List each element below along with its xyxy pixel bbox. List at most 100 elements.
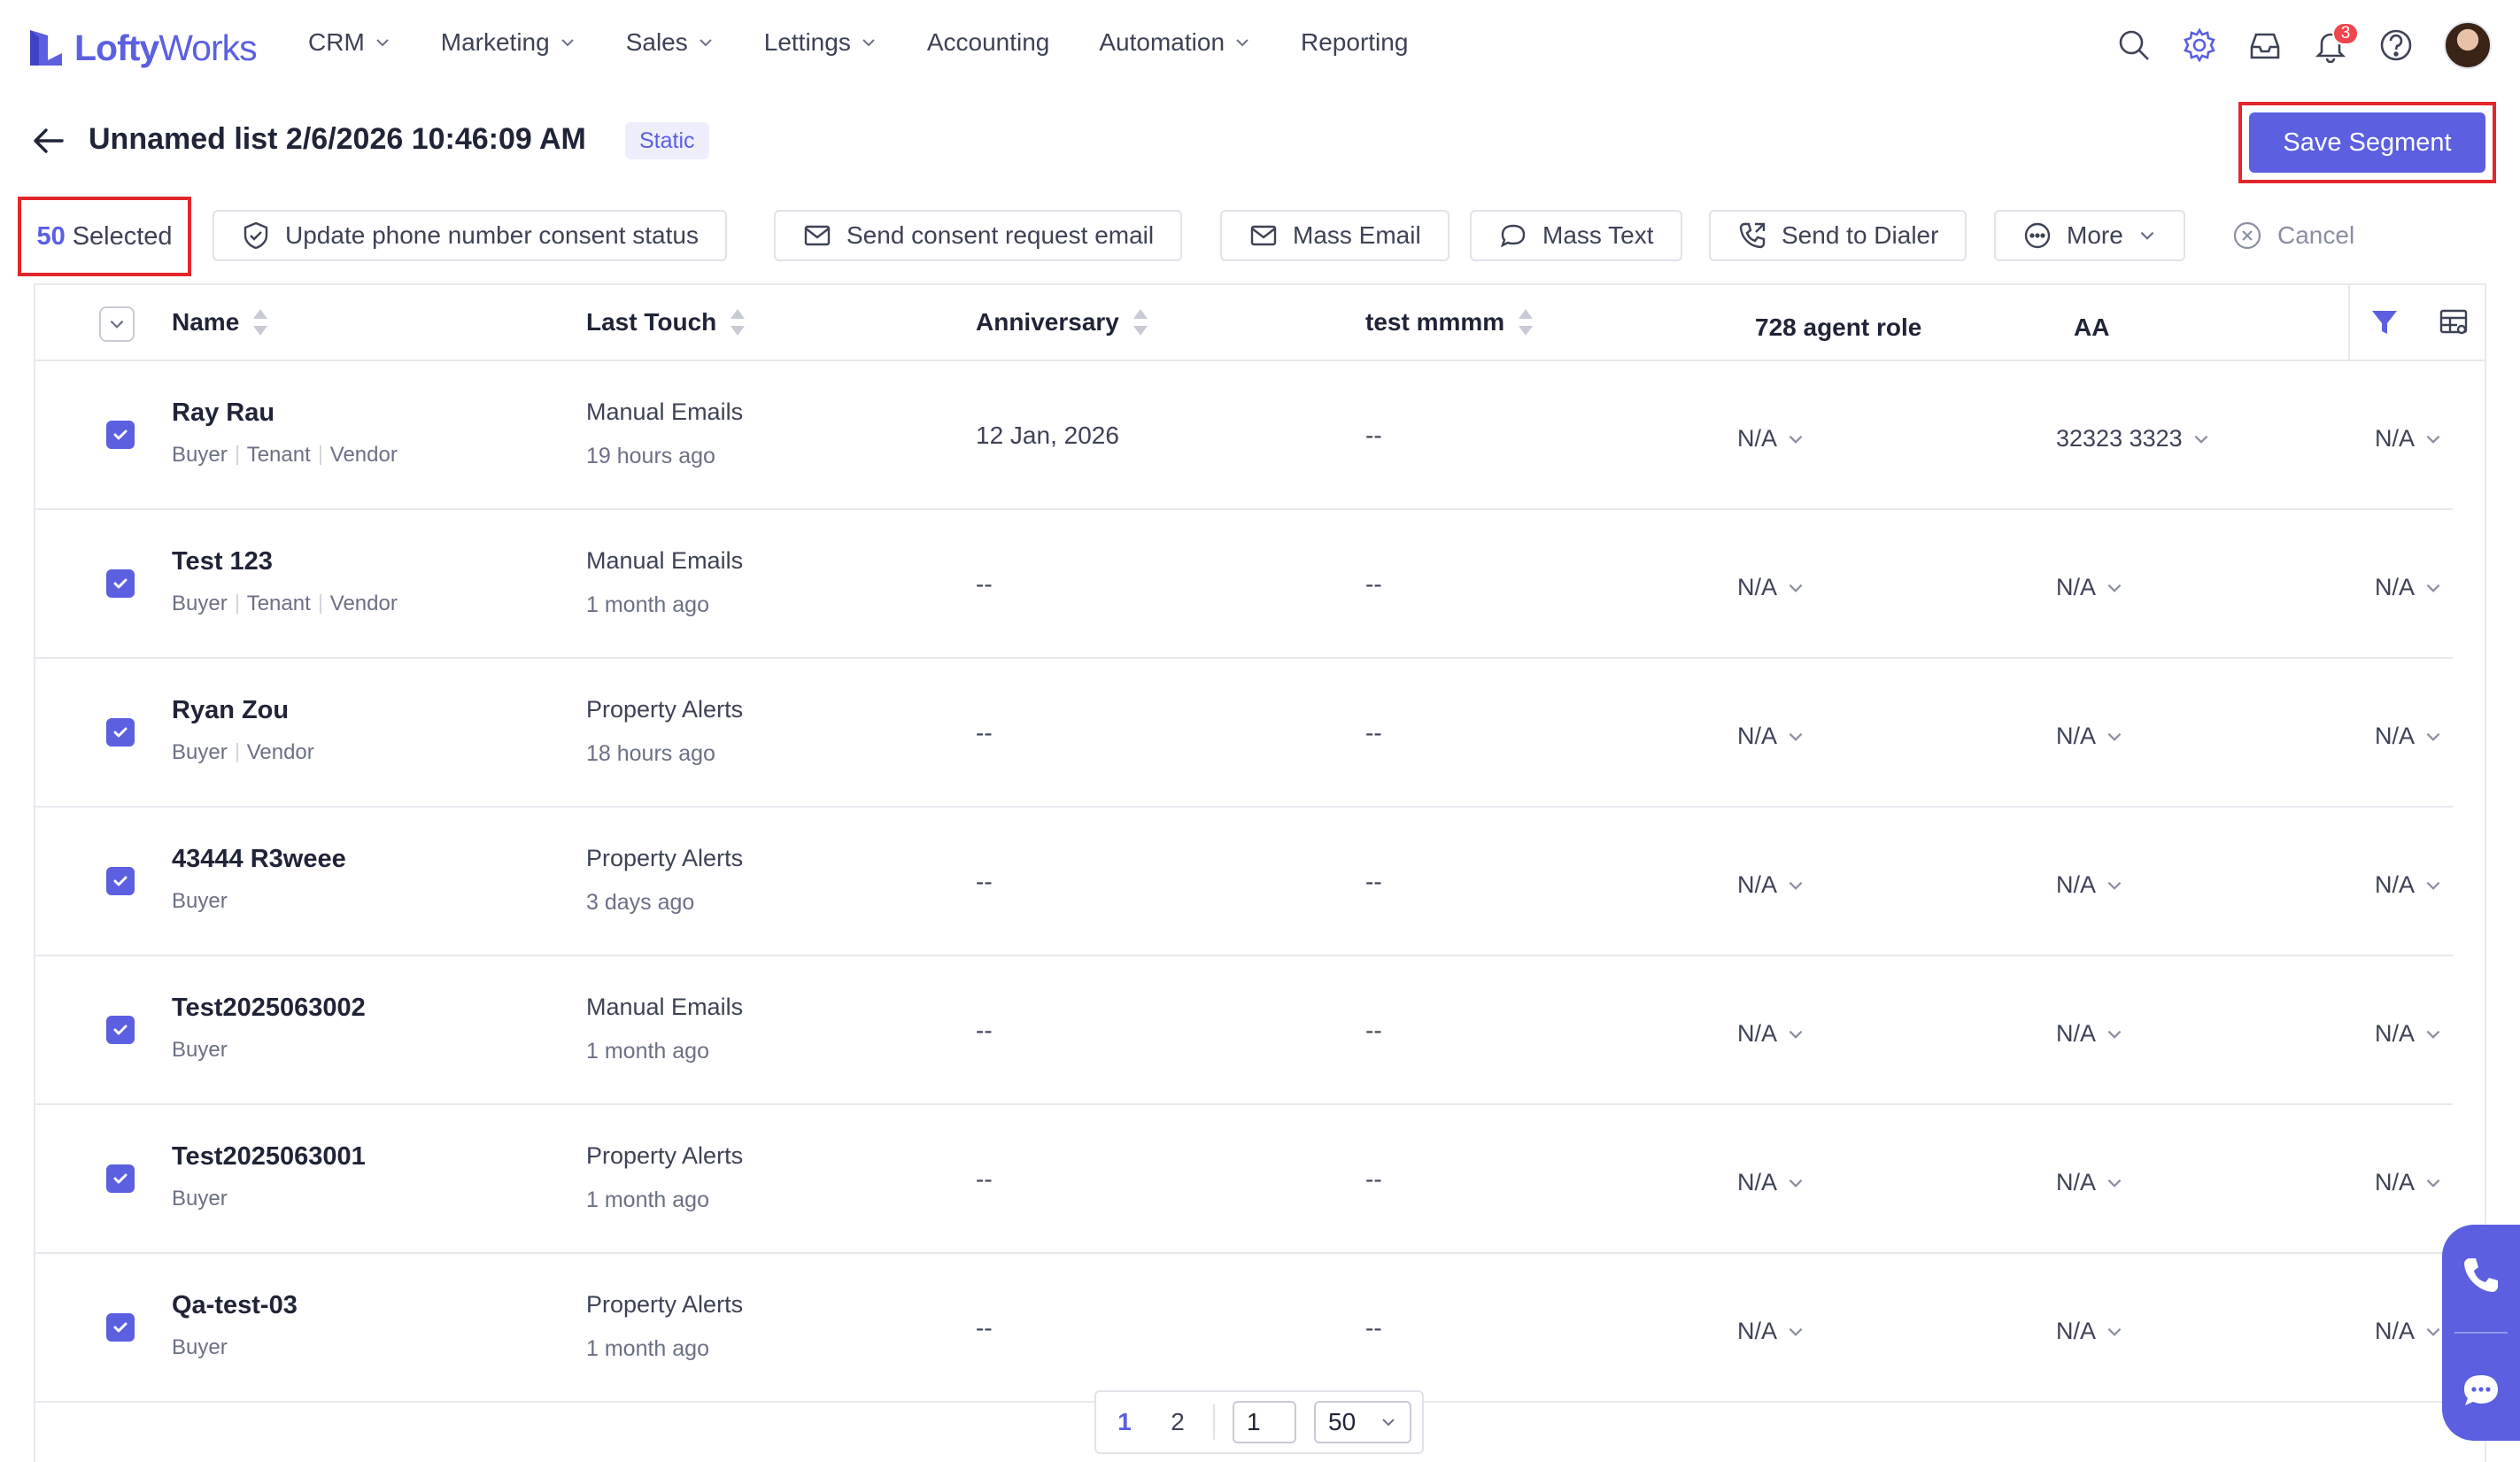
filter-icon[interactable] [2369, 306, 2400, 338]
lofty-logo[interactable]: LoftyWorks [27, 23, 258, 73]
row-checkbox[interactable] [106, 718, 135, 746]
extra-column-dropdown[interactable]: N/A [2375, 574, 2443, 601]
save-segment-button[interactable]: Save Segment [2249, 112, 2485, 173]
table-row[interactable]: 43444 R3weee Buyer Property Alerts 3 days a… [35, 808, 2453, 956]
aa-dropdown[interactable]: N/A [2056, 1318, 2124, 1345]
row-checkbox[interactable] [106, 1164, 135, 1193]
check-icon [113, 876, 128, 886]
row-checkbox[interactable] [106, 569, 135, 598]
agent-role-dropdown[interactable]: N/A [1737, 1020, 1805, 1048]
contact-name[interactable]: Ray Rau [172, 398, 275, 427]
select-all-dropdown[interactable] [99, 306, 135, 342]
contact-name[interactable]: 43444 R3weee [172, 845, 346, 873]
nav-item-label: Marketing [440, 28, 550, 56]
last-touch-type: Manual Emails [586, 398, 744, 425]
contact-name[interactable]: Test2025063001 [172, 1142, 366, 1171]
update-consent-button[interactable]: Update phone number consent status [213, 210, 727, 261]
column-name[interactable]: Name [172, 303, 269, 342]
agent-role-dropdown[interactable]: N/A [1737, 723, 1805, 750]
chevron-down-icon [2107, 1179, 2122, 1187]
extra-column-value: N/A [2375, 1020, 2416, 1047]
cancel-button[interactable]: Cancel [2231, 210, 2354, 261]
nav-item-lettings[interactable]: Lettings [764, 28, 877, 57]
mass-email-label: Mass Email [1293, 221, 1421, 249]
extra-column-value: N/A [2375, 425, 2416, 452]
table-row[interactable]: Test 123 Buyer Tenant Vendor Manual Emails 1 … [35, 510, 2453, 659]
chevron-down-icon [700, 39, 712, 47]
search-icon[interactable] [2116, 27, 2152, 63]
page-1-button[interactable]: 1 [1117, 1408, 1132, 1435]
nav-item-accounting[interactable]: Accounting [927, 28, 1050, 57]
table-row[interactable]: Ray Rau Buyer Tenant Vendor Manual Emails 19 … [35, 361, 2453, 510]
back-arrow-icon[interactable] [30, 122, 67, 159]
contact-tags: Buyer Tenant Vendor [172, 443, 398, 468]
aa-value: N/A [2056, 723, 2097, 749]
row-checkbox[interactable] [106, 1016, 135, 1044]
extra-column-dropdown[interactable]: N/A [2375, 1020, 2443, 1048]
extra-column-dropdown[interactable]: N/A [2375, 871, 2443, 899]
column-settings-icon[interactable] [2438, 306, 2470, 338]
inbox-icon[interactable] [2247, 27, 2283, 63]
row-checkbox[interactable] [106, 867, 135, 895]
column-test-mmmm[interactable]: test mmmm [1365, 303, 1534, 342]
row-checkbox[interactable] [106, 421, 135, 449]
contact-tag: Buyer [172, 740, 228, 764]
agent-role-dropdown[interactable]: N/A [1737, 1318, 1805, 1345]
extra-column-dropdown[interactable]: N/A [2375, 1169, 2443, 1196]
agent-role-dropdown[interactable]: N/A [1737, 425, 1805, 453]
page-jump-input[interactable]: 1 [1233, 1401, 1296, 1443]
aa-dropdown[interactable]: N/A [2056, 574, 2124, 601]
more-actions-dropdown[interactable]: More [1994, 210, 2185, 261]
bell-icon[interactable]: 3 [2313, 22, 2359, 63]
extra-column-value: N/A [2375, 871, 2416, 898]
agent-role-dropdown[interactable]: N/A [1737, 1169, 1805, 1196]
nav-item-crm[interactable]: CRM [308, 28, 391, 57]
nav-item-label: Lettings [763, 28, 851, 56]
phone-icon[interactable] [2459, 1253, 2503, 1297]
contact-name[interactable]: Test 123 [172, 547, 273, 576]
send-to-dialer-button[interactable]: Send to Dialer [1709, 210, 1967, 261]
aa-dropdown[interactable]: N/A [2056, 723, 2124, 750]
aa-dropdown[interactable]: N/A [2056, 1020, 2124, 1048]
nav-item-automation[interactable]: Automation [1099, 28, 1251, 57]
contact-name[interactable]: Ryan Zou [172, 696, 290, 724]
aa-dropdown[interactable]: N/A [2056, 871, 2124, 899]
extra-column-dropdown[interactable]: N/A [2375, 723, 2443, 750]
user-avatar[interactable] [2444, 21, 2492, 69]
row-checkbox[interactable] [106, 1313, 135, 1342]
contact-name[interactable]: Test2025063002 [172, 994, 366, 1022]
chevron-down-icon [2426, 584, 2440, 592]
mass-email-button[interactable]: Mass Email [1220, 210, 1449, 261]
nav-item-reporting[interactable]: Reporting [1301, 28, 1408, 57]
anniversary-value: -- [976, 1165, 993, 1193]
contact-name[interactable]: Qa-test-03 [172, 1291, 298, 1319]
aa-dropdown[interactable]: 32323 3323 [2056, 425, 2211, 453]
agent-role-dropdown[interactable]: N/A [1737, 871, 1805, 899]
help-icon[interactable] [2378, 27, 2414, 63]
page-size-select[interactable]: 50 [1314, 1401, 1411, 1443]
extra-column-dropdown[interactable]: N/A [2375, 425, 2443, 453]
table-row[interactable]: Ryan Zou Buyer Vendor Property Alerts 18 hou… [35, 659, 2453, 808]
selected-count-number: 50 [36, 221, 66, 251]
column-anniversary[interactable]: Anniversary [976, 303, 1149, 342]
chat-icon[interactable] [2459, 1368, 2503, 1412]
gear-icon[interactable] [2182, 27, 2217, 63]
page-2-button[interactable]: 2 [1171, 1408, 1185, 1435]
last-touch-type: Property Alerts [586, 696, 744, 723]
anniversary-value: -- [976, 1017, 993, 1044]
table-row[interactable]: Test2025063001 Buyer Property Alerts 1 mont… [35, 1105, 2453, 1254]
table-row[interactable]: Test2025063002 Buyer Manual Emails 1 month … [35, 956, 2453, 1105]
column-last-touch[interactable]: Last Touch [586, 303, 746, 342]
nav-item-label: CRM [308, 28, 365, 56]
extra-column-dropdown[interactable]: N/A [2375, 1318, 2443, 1345]
agent-role-value: N/A [1737, 1169, 1778, 1195]
send-consent-email-button[interactable]: Send consent request email [774, 210, 1183, 261]
agent-role-dropdown[interactable]: N/A [1737, 574, 1805, 601]
aa-dropdown[interactable]: N/A [2056, 1169, 2124, 1196]
nav-item-marketing[interactable]: Marketing [441, 28, 576, 57]
table-row[interactable]: Qa-test-03 Buyer Property Alerts 1 month ag… [35, 1254, 2453, 1403]
mass-text-button[interactable]: Mass Text [1470, 210, 1682, 261]
chevron-down-icon [2107, 584, 2122, 592]
nav-item-sales[interactable]: Sales [626, 28, 715, 57]
agent-role-value: N/A [1737, 1020, 1778, 1047]
